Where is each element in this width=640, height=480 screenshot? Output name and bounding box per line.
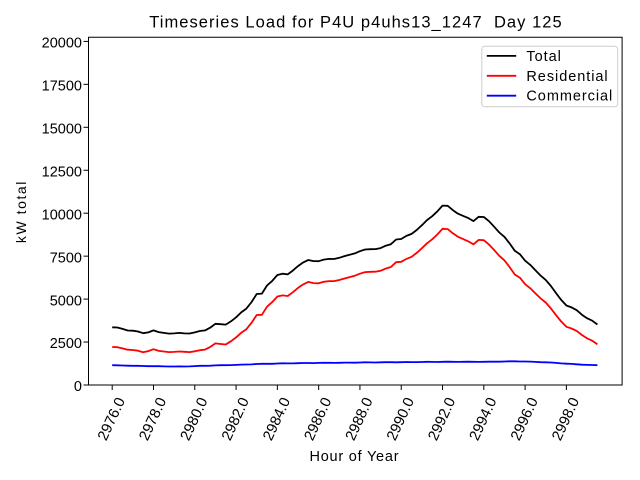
svg-text:Hour of Year: Hour of Year [309, 449, 399, 465]
svg-text:Commercial: Commercial [526, 89, 613, 105]
svg-text:17500: 17500 [42, 79, 82, 95]
svg-text:Timeseries Load for P4U p4uhs1: Timeseries Load for P4U p4uhs13_1247 Day… [149, 13, 563, 31]
svg-text:kW total: kW total [13, 180, 29, 243]
svg-text:0: 0 [74, 379, 82, 395]
svg-text:10000: 10000 [42, 207, 82, 223]
svg-text:12500: 12500 [42, 164, 82, 180]
svg-text:Residential: Residential [526, 69, 608, 85]
svg-text:7500: 7500 [50, 250, 82, 266]
svg-text:5000: 5000 [50, 293, 82, 309]
svg-text:15000: 15000 [42, 122, 82, 138]
svg-text:Total: Total [526, 49, 561, 65]
svg-text:2500: 2500 [50, 336, 82, 352]
svg-text:20000: 20000 [42, 36, 82, 52]
